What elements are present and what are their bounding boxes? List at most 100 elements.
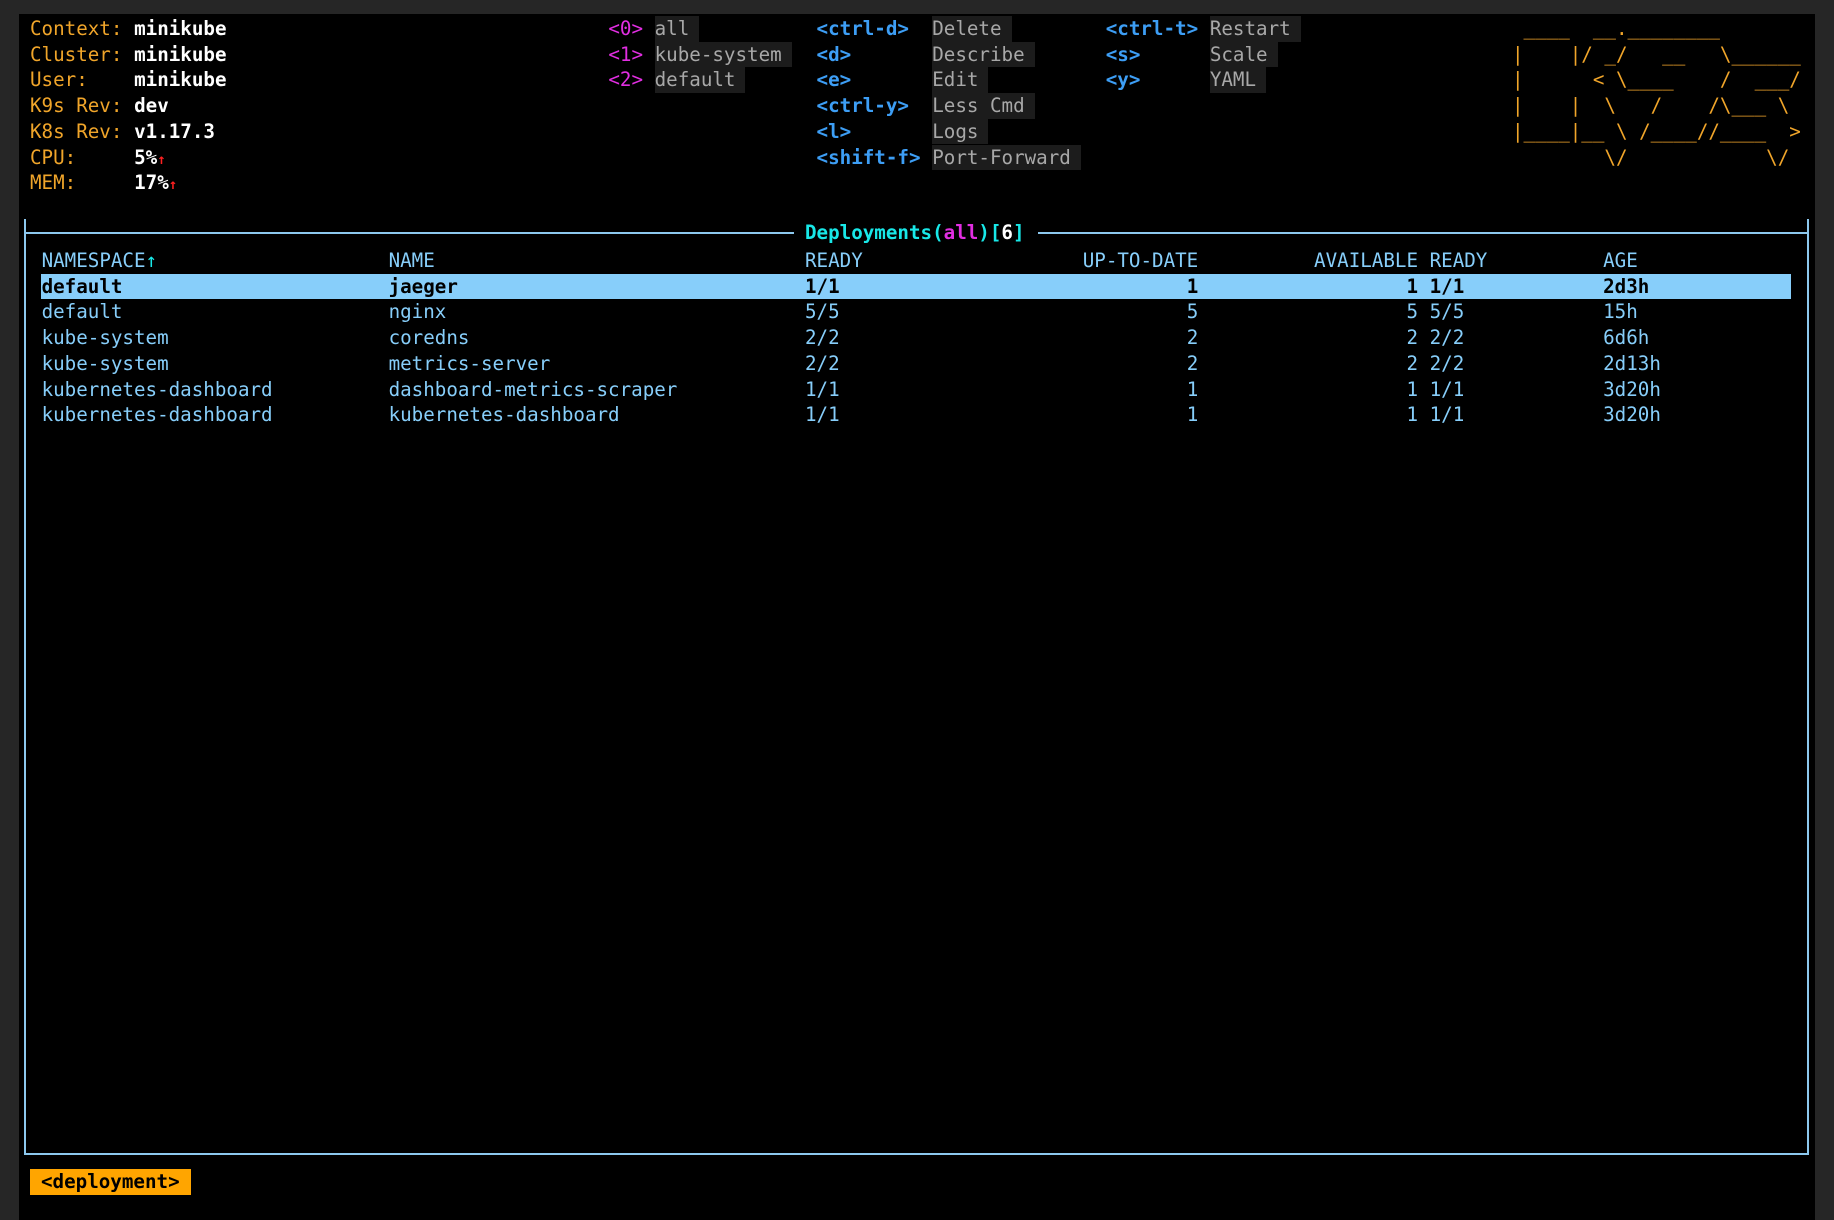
column-header-label: UP-TO-DATE: [1082, 249, 1199, 272]
cell-up-to-date: 5: [1186, 300, 1199, 324]
trend-up-icon: ↑: [168, 177, 178, 194]
info-value-text: dev: [134, 94, 169, 118]
namespace-key[interactable]: <0>: [608, 17, 643, 40]
table-row[interactable]: kubernetes-dashboard dashboard-metrics-sc…: [41, 377, 1791, 403]
trend-up-icon: ↑: [157, 151, 166, 168]
cell-available: 2: [1406, 326, 1419, 350]
frame-top-border: [24, 232, 794, 234]
cell-namespace: kube-system: [41, 326, 169, 350]
column-header-name[interactable]: NAME: [389, 248, 435, 274]
breadcrumb-deployment[interactable]: <deployment>: [30, 1169, 191, 1195]
cell-namespace: default: [41, 300, 123, 324]
cell-available: 5: [1406, 300, 1419, 324]
info-value-text: 17%: [134, 171, 169, 195]
info-value: minikube: [134, 16, 226, 42]
table-row[interactable]: kube-system metrics-server 2/2 2 2 2/2 2d13h: [41, 351, 1791, 377]
hotkey-scale[interactable]: Scale: [1209, 41, 1278, 68]
column-header-label: READY: [1429, 249, 1488, 272]
cell-available: 1: [1406, 274, 1419, 298]
cell-ready: 1/1: [1429, 377, 1465, 401]
info-value-text: minikube: [134, 68, 227, 92]
hotkey-less-cmd[interactable]: Less Cmd: [932, 93, 1035, 119]
hotkey-delete[interactable]: Delete: [932, 16, 1012, 42]
cell-ready: 2/2: [804, 351, 840, 375]
cell-ready: 2/2: [1429, 351, 1465, 375]
column-header-available[interactable]: AVAILABLE: [1314, 248, 1418, 274]
namespace-all[interactable]: all: [654, 16, 700, 42]
namespace-key[interactable]: <2>: [608, 68, 643, 92]
cell-namespace: kubernetes-dashboard: [41, 377, 273, 401]
column-header-label: READY: [804, 249, 863, 272]
namespace-default[interactable]: default: [654, 67, 746, 94]
namespace-filter: all: [943, 221, 979, 244]
frame-top-border: [1038, 232, 1809, 234]
info-value: minikube: [134, 42, 226, 68]
column-header-ready[interactable]: READY: [1430, 248, 1488, 274]
hotkey-yaml[interactable]: YAML: [1209, 67, 1267, 94]
hotkey-key[interactable]: <ctrl-t>: [1105, 17, 1199, 40]
cell-age: 2d3h: [1603, 274, 1650, 298]
hotkey-restart[interactable]: Restart: [1209, 16, 1301, 42]
cell-up-to-date: 2: [1186, 351, 1199, 375]
hotkey-key[interactable]: <ctrl-d>: [816, 17, 909, 40]
table-row[interactable]: kube-system coredns 2/2 2 2 2/2 6d6h: [41, 325, 1791, 351]
cell-available: 2: [1406, 351, 1419, 375]
hotkey-key[interactable]: <y>: [1105, 68, 1141, 92]
cell-age: 2d13h: [1603, 351, 1661, 375]
cell-age: 3d20h: [1603, 403, 1661, 427]
hotkey-key[interactable]: <l>: [816, 119, 852, 143]
cell-name: jaeger: [388, 274, 458, 298]
cell-ready: 1/1: [1429, 403, 1465, 427]
k9s-logo: ____ __.________ | |/ _/ __ \______ | < …: [1512, 17, 1801, 169]
info-value-text: 5%: [134, 145, 158, 169]
sort-ascending-icon: ↑: [145, 249, 158, 272]
info-label: MEM:: [30, 171, 77, 195]
cell-ready: 1/1: [804, 403, 840, 427]
resource-count: 6: [1001, 221, 1013, 244]
hotkey-port-forward[interactable]: Port-Forward: [932, 144, 1081, 171]
cell-ready: 1/1: [804, 274, 840, 298]
cell-namespace: default: [41, 274, 123, 298]
cell-up-to-date: 1: [1186, 377, 1199, 401]
terminal: [19, 14, 1815, 1220]
cell-up-to-date: 1: [1186, 274, 1199, 298]
table-title: Deployments(all)[6]: [805, 221, 1025, 244]
column-header-age[interactable]: AGE: [1603, 248, 1638, 274]
hotkey-key[interactable]: <d>: [816, 42, 852, 66]
cell-namespace: kubernetes-dashboard: [41, 403, 273, 427]
cell-name: nginx: [388, 300, 447, 324]
resource-name: Deployments: [805, 221, 933, 244]
hotkey-logs[interactable]: Logs: [932, 118, 989, 145]
cell-ready: 2/2: [1429, 326, 1465, 350]
info-value: dev: [134, 93, 169, 119]
info-label: Context:: [30, 17, 123, 40]
cell-ready: 5/5: [804, 300, 840, 324]
cell-available: 1: [1406, 377, 1419, 401]
namespace-kube-system[interactable]: kube-system: [654, 41, 792, 68]
hotkey-key[interactable]: <e>: [816, 68, 852, 92]
cell-name: metrics-server: [388, 351, 551, 375]
table-row[interactable]: kubernetes-dashboard kubernetes-dashboard…: [41, 402, 1791, 428]
hotkey-key[interactable]: <ctrl-y>: [816, 94, 909, 118]
column-header-label: NAME: [388, 249, 435, 272]
column-header-up-to-date[interactable]: UP-TO-DATE: [1083, 248, 1199, 274]
cell-namespace: kube-system: [41, 351, 169, 375]
column-header-ready[interactable]: READY: [805, 248, 863, 274]
cell-ready: 1/1: [804, 377, 840, 401]
table-frame: [24, 219, 1809, 1155]
cell-name: dashboard-metrics-scraper: [388, 377, 678, 401]
hotkey-describe[interactable]: Describe: [932, 41, 1035, 68]
table-row[interactable]: default nginx 5/5 5 5 5/5 15h: [41, 299, 1791, 325]
table-row[interactable]: default jaeger 1/1 1 1 1/1 2d3h: [41, 273, 1791, 300]
hotkey-key[interactable]: <shift-f>: [816, 145, 921, 169]
info-value-text: minikube: [134, 42, 227, 66]
hotkey-key[interactable]: <s>: [1105, 42, 1141, 66]
cell-ready: 1/1: [1429, 274, 1465, 298]
hotkey-edit[interactable]: Edit: [932, 67, 989, 94]
cell-name: coredns: [388, 326, 470, 350]
namespace-key[interactable]: <1>: [608, 42, 643, 66]
cell-up-to-date: 2: [1186, 326, 1199, 350]
info-label: CPU:: [30, 145, 77, 169]
info-value: 5%↑: [134, 145, 166, 171]
column-header-namespace[interactable]: NAMESPACE↑: [42, 248, 158, 274]
